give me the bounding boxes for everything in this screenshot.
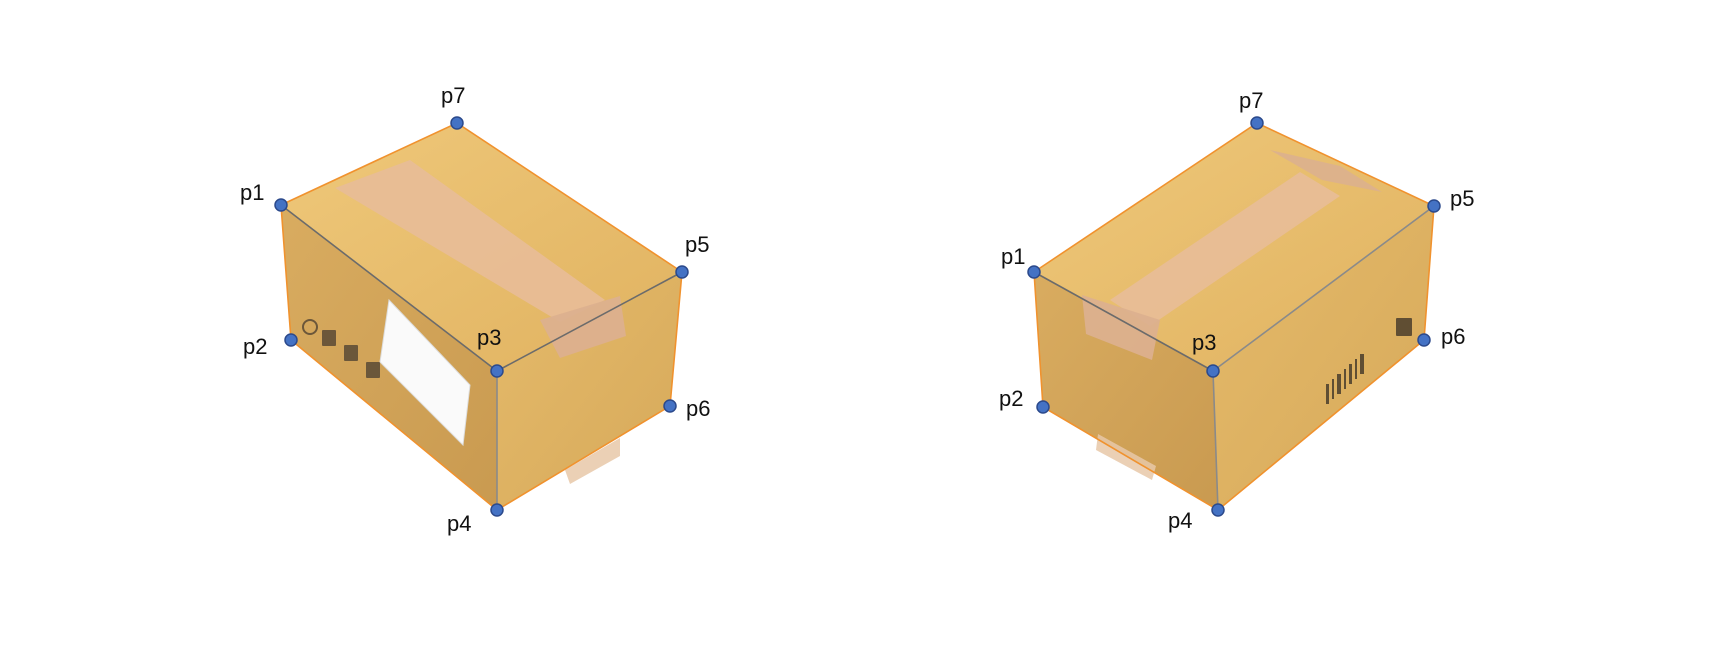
box-right-tape-strip	[1110, 172, 1340, 326]
keypoint-marker	[1027, 265, 1041, 279]
keypoint-label: p5	[685, 232, 709, 257]
keypoint-label: p4	[447, 511, 471, 536]
keypoint-label: p6	[1441, 324, 1465, 349]
box-right-left-face	[1034, 272, 1218, 510]
box-right	[1033, 122, 1435, 511]
keypoint-marker	[284, 333, 298, 347]
keypoint-label: p7	[441, 83, 465, 108]
box-left-handling-symbols	[302, 319, 380, 378]
box-left-tape-strip	[335, 160, 605, 322]
keypoint-label: p7	[1239, 88, 1263, 113]
box-right-edge-p3-p4	[1212, 370, 1219, 511]
box-left-edge-p1-p3	[280, 204, 498, 372]
keypoint-marker	[1250, 116, 1264, 130]
box-left-shipping-label	[379, 298, 471, 447]
keypoint-marker	[1427, 199, 1441, 213]
keypoint-marker	[1211, 503, 1225, 517]
box-right-handling-symbol	[1396, 318, 1412, 336]
keypoint-marker	[1206, 364, 1220, 378]
keypoint-marker	[675, 265, 689, 279]
box-left	[280, 122, 683, 511]
keypoint-label: p2	[999, 386, 1023, 411]
keypoint-marker	[490, 364, 504, 378]
box-right-right-face	[1213, 206, 1434, 510]
box-right-edge-p3-p5	[1212, 205, 1435, 372]
box-right-tape-bottom	[1096, 434, 1156, 480]
keypoint-label: p1	[1001, 244, 1025, 269]
keypoint-marker	[450, 116, 464, 130]
box-left-tape-bottom	[565, 438, 620, 484]
keypoint-label: p3	[1192, 330, 1216, 355]
keypoint-marker	[1417, 333, 1431, 347]
box-right-tape-end-front	[1082, 295, 1160, 360]
box-left-keypoints: p1 p2 p3 p4 p5 p6 p7	[240, 83, 710, 536]
keypoint-marker	[490, 503, 504, 517]
box-left-tape-end	[540, 296, 626, 358]
box-left-edge-p3-p5	[496, 271, 683, 372]
keypoint-marker	[663, 399, 677, 413]
keypoint-label: p2	[243, 334, 267, 359]
keypoint-label: p4	[1168, 508, 1192, 533]
keypoint-label: p5	[1450, 186, 1474, 211]
box-right-barcode	[1326, 354, 1364, 404]
keypoint-marker	[1036, 400, 1050, 414]
keypoint-label: p6	[686, 396, 710, 421]
keypoint-marker	[274, 198, 288, 212]
keypoint-label: p3	[477, 325, 501, 350]
box-left-right-face	[497, 272, 682, 510]
box-right-tape-end-back	[1270, 150, 1382, 192]
box-right-edge-p1-p3	[1033, 271, 1214, 372]
keypoint-label: p1	[240, 180, 264, 205]
box-right-keypoints: p1 p2 p3 p4 p5 p6 p7	[999, 88, 1474, 533]
